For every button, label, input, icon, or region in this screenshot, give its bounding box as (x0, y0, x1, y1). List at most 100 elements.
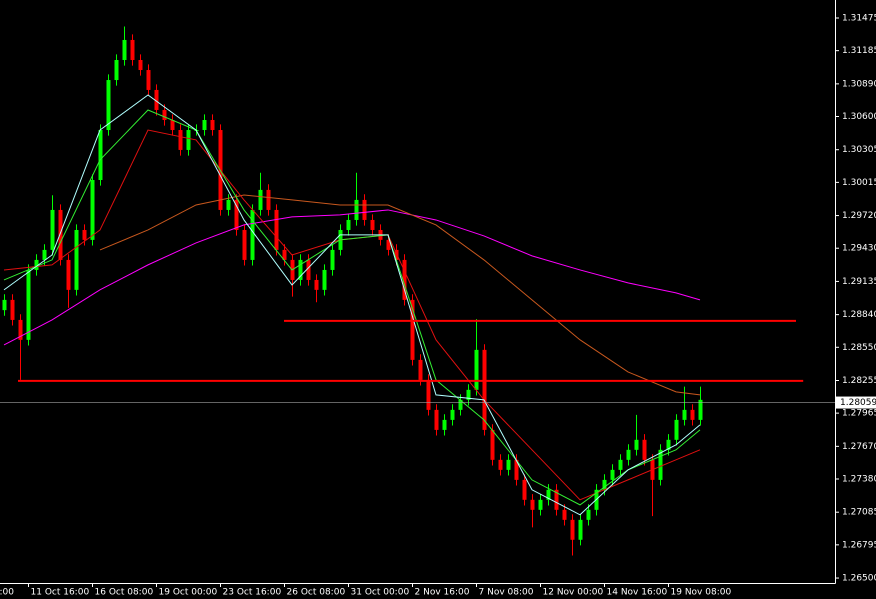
candle-body (34, 259, 39, 270)
x-tick-label: 2 Nov 16:00 (415, 588, 470, 598)
candle-body (618, 459, 623, 470)
candle-body (482, 349, 487, 430)
candle-body (138, 59, 143, 71)
candle-body (426, 379, 431, 410)
candle-body (642, 439, 647, 460)
candle-body (258, 189, 263, 210)
candle-body (666, 439, 671, 450)
candle-body (410, 299, 415, 360)
y-tick-label: 1.28255 (842, 376, 876, 386)
candle-body (490, 429, 495, 460)
x-tick-label: 14 Nov 16:00 (607, 588, 668, 598)
candle-body (554, 489, 559, 510)
y-tick-label: 1.26500 (842, 574, 876, 584)
candle-body (346, 219, 351, 230)
x-tick-label: 23 Oct 16:00 (223, 588, 282, 598)
candle-body (370, 219, 375, 230)
candle-body (466, 389, 471, 400)
candle-body (394, 249, 399, 260)
candle-body (306, 259, 311, 280)
candle-body (186, 130, 191, 150)
y-tick-label: 1.27965 (842, 409, 876, 419)
candle-body (498, 459, 503, 470)
y-tick-label: 1.30890 (842, 79, 876, 89)
candle-body (434, 409, 439, 430)
moving-average (3, 109, 701, 506)
candle-body (210, 119, 215, 131)
candle-body (18, 319, 23, 340)
y-tick-label: 1.27085 (842, 508, 876, 518)
candle-body (578, 519, 583, 540)
y-tick-label: 1.27380 (842, 474, 876, 484)
x-tick-label: 12 Nov 00:00 (543, 588, 604, 598)
candle-body (698, 399, 703, 420)
candle-body (90, 179, 95, 240)
candle-body (458, 399, 463, 410)
candle-body (58, 209, 63, 260)
candle-body (474, 349, 479, 390)
candle-body (130, 39, 135, 60)
candle-body (250, 209, 255, 260)
y-tick-label: 1.29720 (842, 211, 876, 221)
x-tick-label: 7 Nov 08:00 (479, 588, 534, 598)
candle-body (442, 419, 447, 430)
candle-body (322, 269, 327, 290)
x-tick-label: 11 Oct 16:00 (31, 588, 90, 598)
candle-body (314, 279, 319, 290)
y-tick-label: 1.27670 (842, 442, 876, 452)
candle-body (298, 259, 303, 280)
candle-body (106, 80, 111, 131)
candle-body (74, 229, 79, 290)
moving-average (99, 194, 701, 396)
candle-body (226, 199, 231, 210)
candle-body (690, 409, 695, 420)
y-tick-label: 1.26795 (842, 540, 876, 550)
candle-body (2, 299, 7, 311)
candle-body (10, 299, 15, 320)
candle-body (634, 439, 639, 450)
price-label: 1.28059 (840, 398, 876, 408)
candle-body (330, 249, 335, 270)
candle-body (146, 70, 151, 90)
y-tick-label: 1.31185 (842, 46, 876, 56)
candle-body (450, 409, 455, 420)
candle-body (26, 269, 31, 340)
candle-body (154, 89, 159, 110)
candle-body (234, 199, 239, 230)
y-tick-label: 1.29430 (842, 244, 876, 254)
y-tick-label: 1.28550 (842, 343, 876, 353)
x-tick-label: 26 Oct 08:00 (287, 588, 346, 598)
candle-body (626, 449, 631, 460)
candle-body (98, 130, 103, 180)
candle-body (114, 59, 119, 81)
y-tick-label: 1.29135 (842, 277, 876, 287)
candle-body (282, 249, 287, 260)
candle-body (162, 109, 167, 120)
y-tick-label: 1.28840 (842, 310, 876, 320)
candle-body (418, 359, 423, 380)
y-tick-label: 1.31475 (842, 14, 876, 24)
x-tick-label: 19 Oct 00:00 (159, 588, 218, 598)
candle-body (266, 189, 271, 210)
candle-body (674, 419, 679, 440)
x-tick-label: 19 Nov 08:00 (671, 588, 732, 598)
candle-body (354, 199, 359, 220)
candle-body (82, 229, 87, 240)
candle-body (42, 249, 47, 260)
candle-body (506, 459, 511, 470)
candle-body (546, 489, 551, 500)
candle-body (538, 499, 543, 510)
candle-body (586, 509, 591, 520)
candle-body (610, 469, 615, 480)
candle-body (274, 209, 279, 250)
candle-body (170, 119, 175, 131)
candle-body (658, 449, 663, 480)
x-tick-label: 31 Oct 00:00 (351, 588, 410, 598)
candle-body (202, 119, 207, 131)
candle-body (66, 259, 71, 290)
candle-body (562, 509, 567, 520)
candle-body (178, 130, 183, 150)
price-label-box (836, 396, 876, 409)
